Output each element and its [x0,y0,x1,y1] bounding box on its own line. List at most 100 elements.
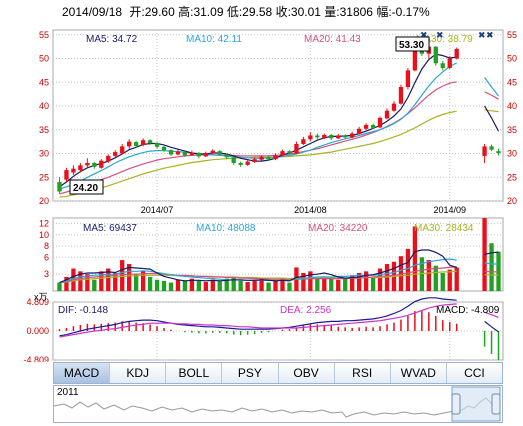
volume-bar [343,277,348,291]
tab-cci[interactable]: CCI [446,363,502,383]
macd-lines [59,297,499,338]
tab-macd[interactable]: MACD [54,363,111,383]
volume-bar [329,278,334,291]
candle-body [350,133,355,138]
legend-ma5: MA5: 34.72 [86,34,138,45]
candle-body [343,135,348,138]
candle-body [92,163,97,167]
candle-body [57,182,62,192]
range-navigator[interactable]: 2011 [53,385,503,423]
volume-bar [496,251,501,291]
volume-bar [301,273,306,291]
volume-bar [189,278,195,291]
candle-body [175,151,181,155]
tab-wvad[interactable]: WVAD [390,363,447,383]
volume-bar [356,273,362,291]
x-tick-label: 2014/09 [433,205,466,215]
navigator-handle-left[interactable] [451,393,461,415]
volume-bar [147,276,153,291]
volume-bar [454,267,459,291]
navigator-handle-right[interactable] [491,393,501,415]
tab-kdj[interactable]: KDJ [110,363,167,383]
x-axis: 2014/07 2014/08 2014/09 [141,205,466,215]
macd-tick: 4.809 [26,297,49,307]
volume-bar [308,271,313,291]
quote-low: 低:29.58 [226,5,273,19]
candle-body [266,157,271,160]
grid-lines [53,30,503,361]
candle-body [133,142,139,146]
candle-body [189,152,195,155]
volume-bar [64,276,69,291]
x-tick-label: 2014/08 [294,205,327,215]
moving-average-lines [59,53,500,198]
price-tick-right: 55 [507,30,517,40]
candle-body [120,146,125,154]
candle-body [384,110,390,119]
volume-bars [57,218,501,291]
ma10-line [484,77,499,97]
candle-body [370,125,376,128]
tab-psy[interactable]: PSY [222,363,279,383]
price-y-axis-right: 55 50 45 40 35 30 25 20 [507,30,517,206]
vol-ma20-line [484,270,499,273]
ma5-line [59,53,457,188]
volume-bar [287,282,292,291]
ma10-line [59,62,457,190]
price-tick-right: 45 [507,77,517,87]
price-tick-left: 40 [39,101,49,111]
volume-bar [203,282,208,291]
candle-body [301,139,306,144]
volume-bar [168,282,174,291]
candle-body [287,151,292,154]
candle-body [224,154,229,158]
volume-bar [405,248,411,291]
volume-bar [161,280,167,291]
candlesticks [57,41,501,194]
candle-body [85,163,90,166]
candle-body [71,168,76,173]
volume-bar [224,278,229,291]
stock-chart[interactable]: 555045403530252012108634.8090.000-4.809 … [0,0,523,362]
indicator-tabs: MACD KDJ BOLL PSY OBV RSI WVAD CCI [53,362,503,384]
candle-body [398,87,404,104]
volume-bar [106,268,111,291]
volume-bar [127,264,132,291]
volume-bar [433,265,438,291]
price-tick-right: 30 [507,149,517,159]
candle-body [280,151,285,156]
event-marker: ✖ [420,30,428,40]
price-tick-left: 35 [39,125,49,135]
navigator-overview [54,386,501,422]
ma5-line [484,105,500,132]
candle-body [412,42,418,71]
candle-body [64,170,69,180]
candle-body [482,146,487,156]
tab-boll[interactable]: BOLL [166,363,223,383]
low-marker: 24.20 [73,183,98,194]
event-marker: ✖ [486,30,494,40]
candle-body [182,152,188,156]
candle-body [377,117,383,128]
candle-body [217,151,222,155]
volume-bar [154,279,160,291]
tab-obv[interactable]: OBV [278,363,335,383]
legend-ma20: MA20: 41.43 [304,34,361,45]
price-tick-right: 40 [507,101,517,111]
volume-bar [447,269,452,291]
volume-bar [336,279,341,291]
candle-body [252,159,257,163]
volume-bar [266,282,271,291]
ma20-line [484,91,499,100]
candle-body [294,144,299,154]
volume-bar [398,256,404,291]
vol-legend-ma10: MA10: 48088 [196,223,256,234]
candle-body [308,135,313,140]
volume-bar [196,280,202,291]
volume-bar [350,275,355,291]
price-tick-left: 50 [39,54,49,64]
tab-rsi[interactable]: RSI [334,363,391,383]
high-marker-box [395,36,430,52]
candle-body [113,152,118,156]
